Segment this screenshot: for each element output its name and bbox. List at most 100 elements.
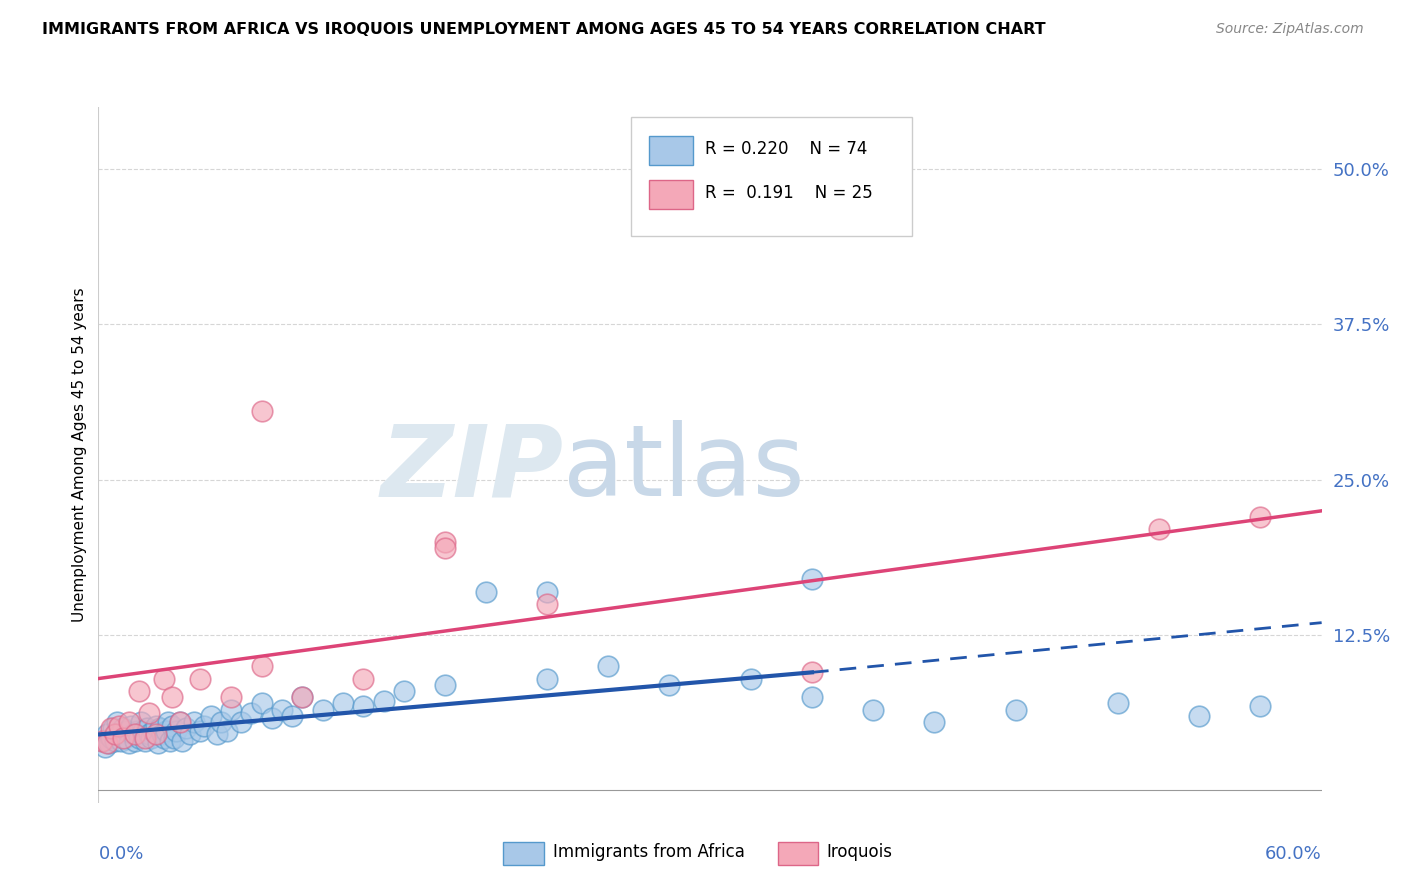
Point	[536, 597, 558, 611]
Point	[281, 708, 304, 723]
Point	[922, 714, 945, 729]
Point	[138, 706, 160, 721]
Text: 60.0%: 60.0%	[1265, 845, 1322, 863]
Point	[598, 659, 620, 673]
Point	[160, 719, 183, 733]
Point	[114, 731, 136, 746]
Point	[160, 690, 183, 705]
Point	[219, 690, 242, 705]
Point	[124, 727, 146, 741]
Point	[312, 703, 335, 717]
Point	[91, 733, 114, 747]
Point	[434, 534, 457, 549]
FancyBboxPatch shape	[630, 118, 912, 235]
Point	[392, 684, 416, 698]
Point	[188, 723, 212, 738]
Point	[100, 721, 122, 735]
Point	[111, 721, 134, 735]
Point	[291, 690, 314, 705]
Point	[104, 727, 127, 741]
Point	[110, 733, 132, 747]
Point	[291, 690, 314, 705]
Point	[145, 727, 167, 741]
Point	[174, 721, 197, 735]
Point	[156, 714, 179, 729]
Point	[105, 714, 128, 729]
Point	[149, 721, 172, 735]
Text: Source: ZipAtlas.com: Source: ZipAtlas.com	[1216, 22, 1364, 37]
Text: R = 0.220    N = 74: R = 0.220 N = 74	[706, 140, 868, 158]
Point	[111, 731, 134, 746]
Point	[231, 714, 253, 729]
Point	[474, 584, 498, 599]
Point	[1249, 698, 1271, 713]
Point	[104, 733, 127, 747]
Point	[801, 665, 824, 680]
Point	[152, 672, 174, 686]
Point	[136, 721, 159, 735]
Point	[150, 727, 173, 741]
Point	[1107, 697, 1129, 711]
Point	[260, 711, 283, 725]
Point	[332, 697, 354, 711]
Point	[170, 733, 193, 747]
Point	[122, 727, 145, 741]
Text: IMMIGRANTS FROM AFRICA VS IROQUOIS UNEMPLOYMENT AMONG AGES 45 TO 54 YEARS CORREL: IMMIGRANTS FROM AFRICA VS IROQUOIS UNEMP…	[42, 22, 1046, 37]
Point	[240, 706, 263, 721]
Point	[801, 690, 824, 705]
Point	[132, 723, 155, 738]
Point	[91, 733, 114, 747]
Point	[250, 697, 273, 711]
Point	[108, 727, 131, 741]
Point	[801, 572, 824, 586]
Point	[352, 672, 374, 686]
Point	[101, 721, 124, 735]
Point	[209, 714, 232, 729]
Text: Iroquois: Iroquois	[827, 843, 893, 861]
Point	[142, 723, 165, 738]
Point	[1147, 523, 1170, 537]
Point	[352, 698, 374, 713]
Point	[179, 727, 201, 741]
Point	[93, 739, 115, 754]
Point	[250, 659, 273, 673]
Point	[1249, 510, 1271, 524]
Point	[97, 736, 120, 750]
Point	[188, 672, 212, 686]
Point	[169, 714, 191, 729]
Point	[1004, 703, 1026, 717]
Point	[200, 708, 222, 723]
Point	[118, 714, 141, 729]
Point	[658, 678, 681, 692]
Text: R =  0.191    N = 25: R = 0.191 N = 25	[706, 185, 873, 202]
Point	[128, 684, 150, 698]
Point	[96, 736, 118, 750]
Point	[118, 736, 141, 750]
Point	[434, 541, 457, 555]
Point	[128, 731, 150, 746]
Text: Immigrants from Africa: Immigrants from Africa	[553, 843, 744, 861]
Point	[205, 727, 228, 741]
Point	[134, 733, 156, 747]
Point	[146, 736, 169, 750]
Text: atlas: atlas	[564, 420, 804, 517]
Point	[127, 723, 149, 738]
Point	[141, 731, 163, 746]
Point	[145, 719, 167, 733]
Point	[169, 714, 191, 729]
Point	[250, 404, 273, 418]
Point	[163, 731, 186, 746]
Point	[120, 719, 142, 733]
Point	[1188, 708, 1211, 723]
Point	[155, 723, 177, 738]
Point	[536, 672, 558, 686]
FancyBboxPatch shape	[648, 136, 693, 166]
Point	[152, 731, 174, 746]
Point	[183, 714, 205, 729]
Text: 0.0%: 0.0%	[98, 845, 143, 863]
Y-axis label: Unemployment Among Ages 45 to 54 years: Unemployment Among Ages 45 to 54 years	[72, 287, 87, 623]
Point	[215, 723, 238, 738]
Point	[536, 584, 558, 599]
Point	[138, 727, 160, 741]
Point	[165, 723, 187, 738]
